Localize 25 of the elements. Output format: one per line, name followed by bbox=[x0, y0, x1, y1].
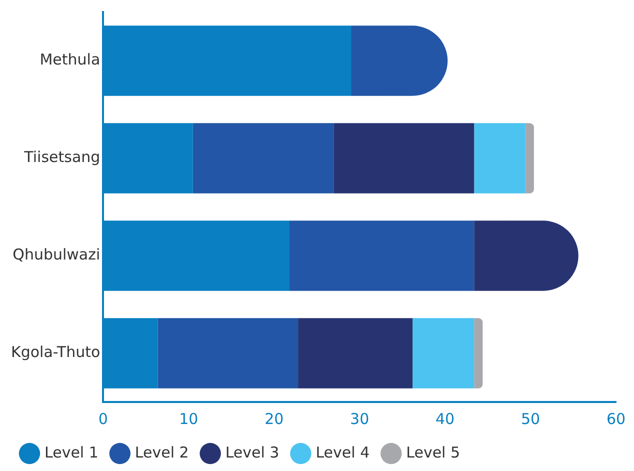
legend-label: Level 4 bbox=[316, 443, 370, 462]
legend-label: Level 2 bbox=[134, 443, 189, 462]
bar bbox=[525, 123, 534, 194]
y-tick-label: Kgola-Thuto bbox=[10, 343, 100, 362]
legend-label: Level 1 bbox=[44, 443, 98, 462]
bar bbox=[334, 123, 474, 194]
bar bbox=[158, 318, 298, 388]
bar bbox=[474, 318, 483, 388]
bar bbox=[412, 318, 474, 388]
y-tick-label: Tiisetsang bbox=[23, 148, 100, 166]
legend-label: Level 3 bbox=[225, 443, 280, 462]
y-tick-label: Methula bbox=[40, 50, 100, 69]
x-tick-label: 0 bbox=[98, 410, 108, 428]
y-tick-label: Qhubulwazi bbox=[12, 246, 100, 264]
legend-label: Level 5 bbox=[406, 443, 460, 462]
x-tick-label: 50 bbox=[520, 410, 540, 428]
x-tick-label: 60 bbox=[606, 410, 626, 428]
bar bbox=[298, 318, 413, 388]
x-tick-label: 30 bbox=[350, 410, 370, 428]
x-tick-label: 10 bbox=[179, 410, 198, 428]
bar bbox=[192, 123, 334, 194]
bar bbox=[474, 123, 526, 194]
x-tick-label: 40 bbox=[436, 410, 455, 428]
x-tick-label: 20 bbox=[264, 410, 284, 428]
bar bbox=[289, 220, 474, 291]
